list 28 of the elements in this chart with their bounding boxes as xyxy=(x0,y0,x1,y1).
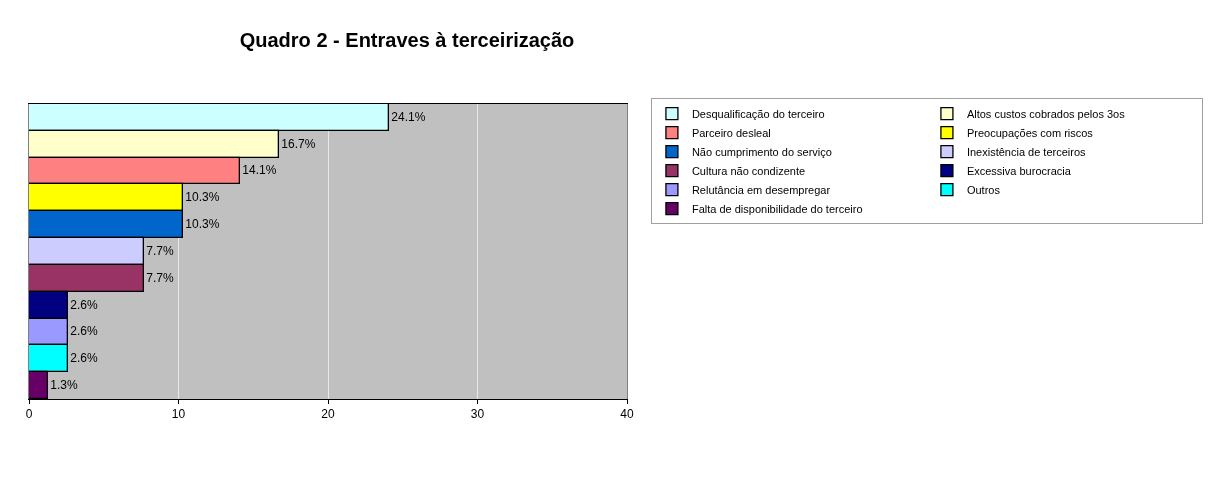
legend-label: Altos custos cobrados pelos 3os xyxy=(966,107,1126,120)
data-label: 14.1% xyxy=(242,163,277,178)
x-tick-label: 40 xyxy=(620,407,634,422)
x-tick-label: 10 xyxy=(171,407,186,422)
legend-label: Preocupações com riscos xyxy=(966,126,1094,139)
legend-label: Não cumprimento do serviço xyxy=(691,145,832,158)
chart-title: Quadro 2 - Entraves à terceirização xyxy=(239,29,575,52)
data-label: 10.3% xyxy=(185,189,220,204)
data-label: 24.1% xyxy=(391,109,426,124)
x-tick-label: 20 xyxy=(321,407,335,422)
legend-label: Excessiva burocracia xyxy=(966,164,1072,177)
legend-label: Inexistência de terceiros xyxy=(966,145,1087,158)
x-tick-label: 30 xyxy=(470,407,485,422)
data-label: 2.6% xyxy=(70,297,99,312)
legend-label: Parceiro desleal xyxy=(691,126,771,139)
data-label: 1.3% xyxy=(50,377,79,392)
legend-label: Cultura não condizente xyxy=(691,164,806,177)
legend-label: Relutância em desempregar xyxy=(691,183,831,196)
legend-label: Desqualificação do terceiro xyxy=(691,107,825,120)
data-label: 7.7% xyxy=(146,270,175,285)
legend-label: Outros xyxy=(966,183,1001,196)
data-label: 7.7% xyxy=(146,243,175,258)
legend-label: Falta de disponibilidade do terceiro xyxy=(691,202,863,215)
data-label: 10.3% xyxy=(185,216,220,231)
data-label: 2.6% xyxy=(70,350,99,365)
data-label: 16.7% xyxy=(281,136,316,151)
x-tick-label: 0 xyxy=(25,407,33,422)
data-label: 2.6% xyxy=(70,324,99,339)
